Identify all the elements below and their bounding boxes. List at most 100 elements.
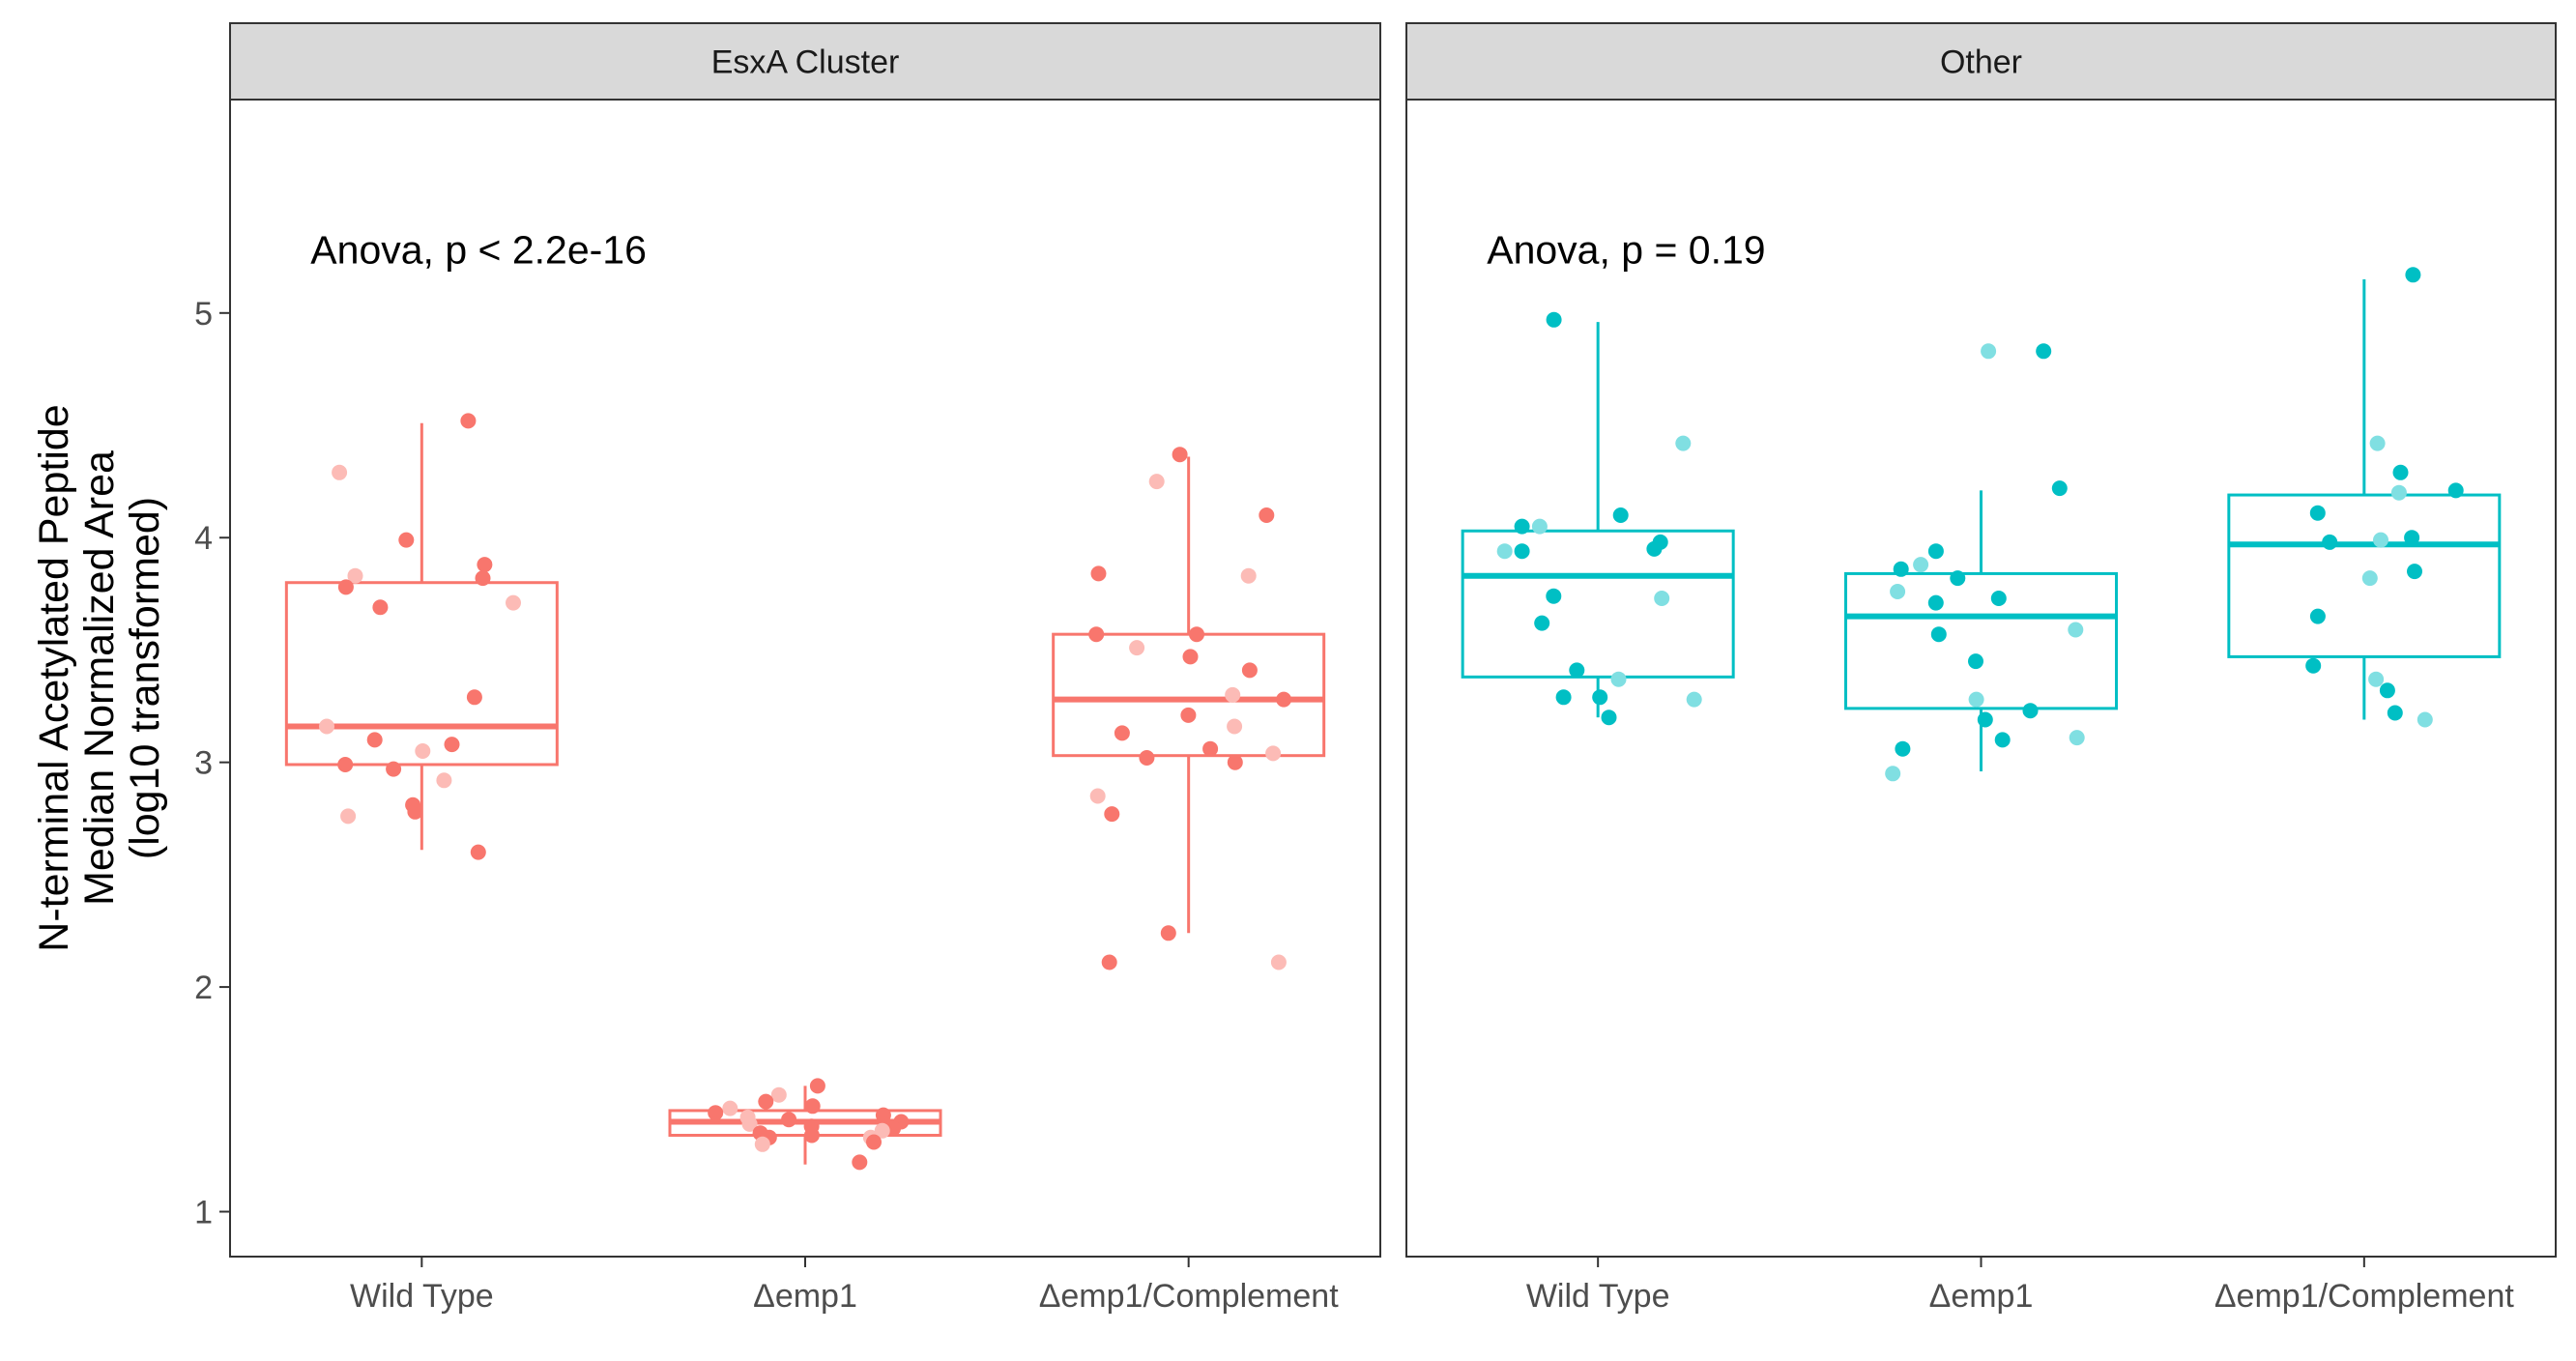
x-tick-label: Δemp1 <box>1929 1278 2034 1315</box>
data-point <box>2390 484 2407 501</box>
data-point <box>366 732 383 748</box>
data-point <box>1546 588 1562 604</box>
data-point <box>1514 518 1530 535</box>
data-point <box>2373 532 2388 548</box>
data-point <box>1610 671 1627 687</box>
data-point <box>1225 686 1241 703</box>
x-tick-label: Δemp1 <box>753 1278 857 1315</box>
anova-annotation: Anova, p = 0.19 <box>1487 228 1765 273</box>
data-point <box>2368 671 2385 687</box>
data-point <box>741 1115 758 1132</box>
data-point <box>444 737 460 753</box>
data-point <box>804 1098 821 1115</box>
data-point <box>1189 626 1204 643</box>
data-point <box>866 1134 882 1150</box>
data-point <box>1259 507 1275 523</box>
data-point <box>1927 594 1944 611</box>
x-tick-label: Δemp1/Complement <box>2214 1278 2515 1315</box>
data-point <box>1950 570 1966 587</box>
data-point <box>506 594 521 611</box>
data-point <box>1555 689 1572 706</box>
data-point <box>2405 267 2421 283</box>
data-point <box>2361 570 2378 587</box>
data-point <box>415 743 431 759</box>
data-point <box>1646 540 1663 557</box>
data-point <box>2404 530 2420 546</box>
x-tick-label: Wild Type <box>350 1278 494 1315</box>
data-point <box>460 413 477 429</box>
box-group <box>668 1078 942 1171</box>
data-point <box>1531 518 1548 535</box>
box-group <box>1844 343 2118 782</box>
ylabel-line: N-terminal Acetylated Peptide <box>31 404 77 951</box>
data-point <box>2447 482 2464 499</box>
data-point <box>1927 543 1944 560</box>
data-point <box>2369 435 2386 451</box>
data-point <box>708 1105 724 1121</box>
data-point <box>1895 740 1911 757</box>
strip-background <box>229 22 1381 101</box>
data-point <box>758 1093 774 1110</box>
data-point <box>2068 622 2084 638</box>
data-point <box>347 567 363 584</box>
data-point <box>2322 534 2338 550</box>
data-point <box>337 579 354 595</box>
data-point <box>1654 591 1670 606</box>
y-axis-title: N-terminal Acetylated Peptide Median Norm… <box>31 404 168 951</box>
data-point <box>1182 649 1199 665</box>
data-point <box>1893 561 1909 577</box>
data-point <box>1090 565 1107 582</box>
data-point <box>2387 705 2403 721</box>
data-point <box>398 532 415 548</box>
data-point <box>2022 703 2039 719</box>
data-point <box>1675 435 1692 451</box>
data-point <box>803 1127 820 1144</box>
data-point <box>2309 608 2326 624</box>
data-point <box>1890 584 1906 599</box>
data-point <box>1546 311 1562 328</box>
data-point <box>1265 745 1282 762</box>
y-tick-label: 1 <box>194 1195 213 1231</box>
box-group <box>2227 267 2502 728</box>
facet-panel: EsxA Cluster 1 2 3 4 5 Wild Type Δemp1 Δemp1/Com… <box>194 22 1381 1315</box>
data-point <box>1101 954 1117 970</box>
y-tick-label: 5 <box>194 296 213 333</box>
x-tick-label: Δemp1/Complement <box>1039 1278 1340 1315</box>
data-point <box>1148 474 1165 490</box>
data-point <box>1172 447 1188 463</box>
data-point <box>2417 711 2433 728</box>
y-tick-label: 3 <box>194 745 213 782</box>
strip-label: EsxA Cluster <box>711 44 900 81</box>
data-point <box>332 464 348 480</box>
data-point <box>1534 615 1550 631</box>
data-point <box>852 1154 868 1171</box>
data-point <box>1977 711 1993 728</box>
box-group <box>1052 447 1326 970</box>
data-point <box>1276 691 1292 708</box>
box <box>284 581 559 767</box>
data-point <box>781 1112 797 1128</box>
box <box>1844 571 2118 710</box>
data-point <box>386 761 402 777</box>
ylabel-line: (log10 transformed) <box>122 497 168 859</box>
data-point <box>2036 343 2052 360</box>
data-point <box>770 1086 787 1103</box>
data-point <box>1089 788 1106 804</box>
data-point <box>1514 543 1530 560</box>
strip-background <box>1405 22 2557 101</box>
data-point <box>1227 718 1243 735</box>
data-point <box>1270 954 1287 970</box>
y-tick-label: 2 <box>194 970 213 1006</box>
data-point <box>1990 591 2007 606</box>
data-point <box>1227 754 1243 770</box>
data-point <box>2392 464 2409 480</box>
data-point <box>809 1078 825 1094</box>
data-point <box>2051 480 2068 497</box>
data-point <box>1202 740 1219 757</box>
panel-border <box>229 99 1381 1258</box>
data-point <box>1913 557 1929 573</box>
panel-border <box>1405 99 2557 1258</box>
data-point <box>2305 657 2322 674</box>
data-point <box>1601 709 1617 726</box>
